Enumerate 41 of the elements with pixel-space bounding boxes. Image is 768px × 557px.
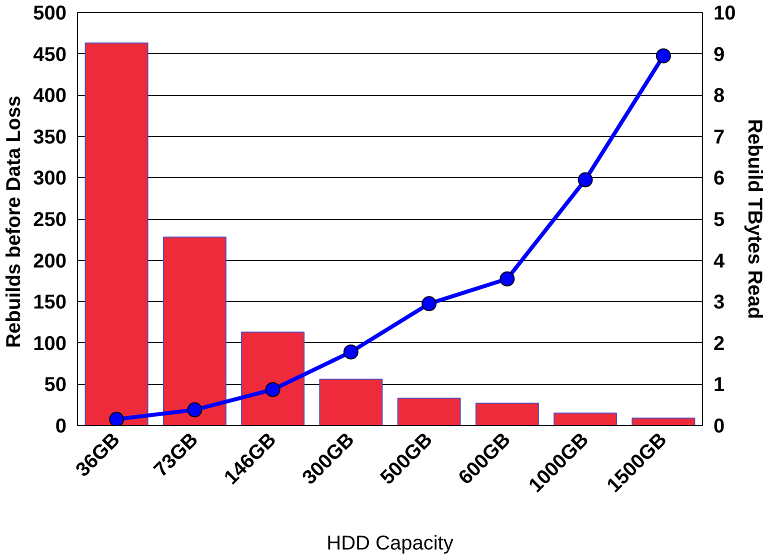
y-tick-label: 200	[33, 250, 67, 272]
y2-tick-label: 6	[714, 168, 725, 190]
y2-tick-label: 5	[714, 209, 725, 231]
y-axis-title: Rebuilds before Data Loss	[3, 96, 26, 348]
bar	[397, 398, 461, 426]
point	[343, 344, 358, 360]
bar	[554, 412, 618, 426]
bar	[475, 402, 539, 426]
y2-tick-label: 0	[714, 416, 725, 438]
y-tick-label: 300	[33, 168, 67, 190]
point	[109, 412, 124, 426]
bar	[84, 42, 148, 426]
y2-tick-label: 3	[714, 292, 725, 314]
y-tick-label: 400	[33, 85, 67, 108]
bar	[632, 418, 696, 426]
point	[187, 402, 202, 418]
y2-tick-label: 9	[714, 44, 725, 66]
y2-tick-label: 10	[714, 2, 736, 24]
bar	[319, 378, 383, 426]
y-tick-label: 100	[33, 332, 67, 355]
y-tick-label: 350	[33, 126, 67, 148]
y2-tick-label: 8	[714, 85, 725, 108]
y2-axis-title: Rebuild TBytes Read	[744, 118, 766, 320]
point	[265, 382, 280, 398]
y-tick-label: 150	[33, 292, 67, 314]
point	[500, 271, 515, 286]
x-axis-title: HDD Capacity	[326, 532, 454, 555]
y2-tick-label: 2	[714, 332, 725, 355]
point	[422, 296, 437, 312]
y2-tick-label: 4	[714, 250, 726, 272]
y-tick-label: 450	[33, 44, 67, 66]
point	[578, 172, 593, 188]
y2-tick-label: 7	[714, 126, 725, 148]
y-tick-label: 0	[55, 416, 66, 438]
bar	[162, 236, 226, 426]
y-tick-label: 50	[44, 374, 67, 396]
y-tick-label: 250	[33, 209, 67, 231]
point	[656, 48, 671, 64]
bar	[241, 332, 305, 426]
y-tick-label: 500	[33, 2, 67, 24]
y2-tick-label: 1	[714, 374, 725, 396]
